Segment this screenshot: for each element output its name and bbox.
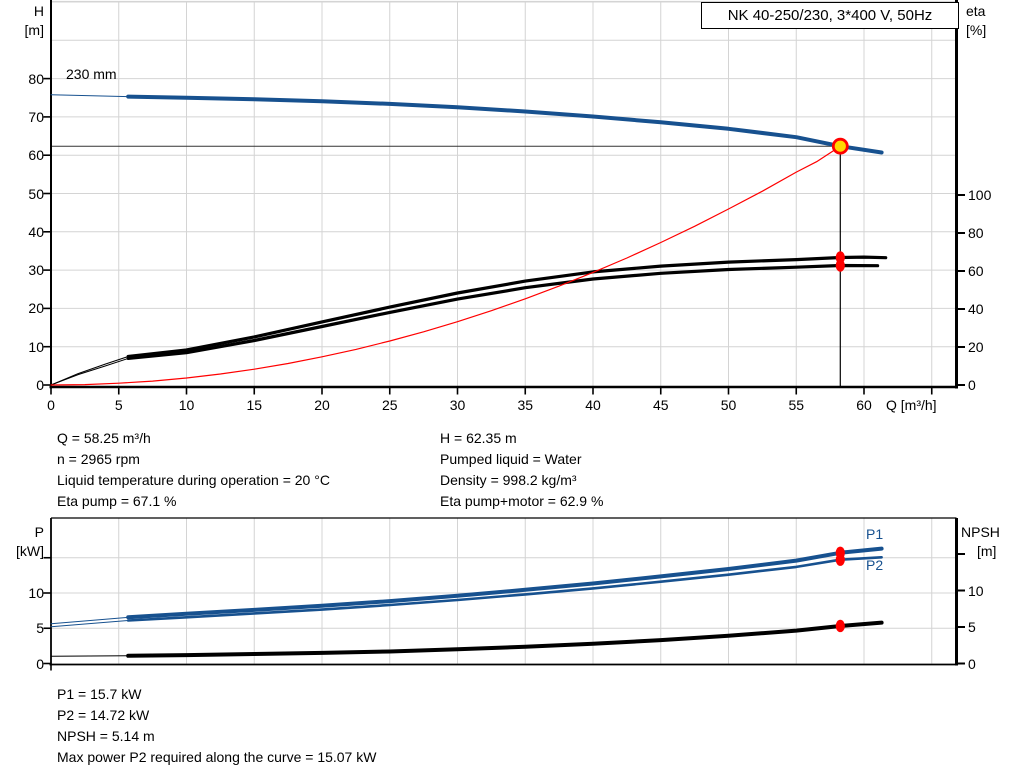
q-tick-label: 25 <box>381 397 398 413</box>
q-tick-label: 30 <box>449 397 466 413</box>
q-tick-label: 10 <box>178 397 195 413</box>
q-tick-label: 15 <box>246 397 263 413</box>
eta-axis-unit: [%] <box>966 22 987 38</box>
eta-tick-label: 100 <box>968 187 992 203</box>
q-tick-label: 40 <box>585 397 601 413</box>
eta-tick-label: 40 <box>968 301 984 317</box>
eta-tick-label: 0 <box>968 377 976 393</box>
q-tick-label: 0 <box>47 397 55 413</box>
eta-pump-motor-curve <box>126 263 880 360</box>
power-info-block: P1 = 15.7 kW P2 = 14.72 kW NPSH = 5.14 m… <box>57 684 376 768</box>
p1-lead <box>50 616 129 625</box>
p-axis-name: P <box>34 524 44 540</box>
p-tick-label: 0 <box>36 655 44 672</box>
npsh-tick-label: 10 <box>968 582 984 599</box>
npsh-axis-name: NPSH <box>961 524 1000 540</box>
h-tick-label: 30 <box>28 262 44 279</box>
h-tick-label: 70 <box>28 108 44 125</box>
duty-point[interactable] <box>831 137 849 155</box>
eta-tick-label: 80 <box>968 225 984 241</box>
pump-designation-box: NK 40-250/230, 3*400 V, 50Hz <box>701 2 959 29</box>
eta-tick-label: 60 <box>968 263 984 279</box>
eta-tick-label: 20 <box>968 339 984 355</box>
duty-info-left: Q = 58.25 m³/h n = 2965 rpm Liquid tempe… <box>57 428 330 512</box>
p2-curve <box>126 556 883 622</box>
h-tick-label: 60 <box>28 147 44 164</box>
p-tick-label: 5 <box>36 620 44 637</box>
info-p2: P2 = 14.72 kW <box>57 707 150 723</box>
info-flow: Q = 58.25 m³/h <box>57 430 151 446</box>
q-tick-label: 35 <box>517 397 534 413</box>
p2-point <box>835 553 845 566</box>
h-axis-name: H <box>33 3 44 19</box>
info-density: Density = 998.2 kg/m³ <box>440 472 577 488</box>
info-head: H = 62.35 m <box>440 430 517 446</box>
npsh-curve <box>126 620 884 658</box>
qh-230mm-curve <box>126 94 884 155</box>
p1-curve-label: P1 <box>866 526 884 542</box>
info-max-power: Max power P2 required along the curve = … <box>57 749 377 765</box>
info-p1: P1 = 15.7 kW <box>57 686 142 702</box>
p2-curve-label: P2 <box>866 557 884 573</box>
q-tick-label: 55 <box>788 397 805 413</box>
h-tick-label: 20 <box>28 300 44 317</box>
p2-lead <box>50 620 129 628</box>
pump-designation-text: NK 40-250/230, 3*400 V, 50Hz <box>727 7 933 24</box>
duty-info-right: H = 62.35 m Pumped liquid = Water Densit… <box>440 428 603 512</box>
info-eta-pump-motor: Eta pump+motor = 62.9 % <box>440 493 604 509</box>
h-tick-label: 80 <box>28 70 44 87</box>
h-tick-label: 40 <box>28 223 44 240</box>
h-axis-unit: [m] <box>24 22 44 38</box>
p-tick-label: 10 <box>28 585 44 601</box>
eta-axis-name: eta <box>966 3 986 19</box>
p-axis-unit: [kW] <box>16 543 44 559</box>
impeller-diameter-label: 230 mm <box>66 66 117 82</box>
p1-curve <box>126 546 884 620</box>
q-axis-label: Q [m³/h] <box>886 397 937 413</box>
npsh-axis-unit: [m] <box>977 543 997 559</box>
system-curve-curve <box>50 145 841 386</box>
h-tick-label: 10 <box>28 338 44 355</box>
info-pumped-liquid: Pumped liquid = Water <box>440 451 582 467</box>
q-tick-label: 45 <box>652 397 669 413</box>
q-tick-label: 20 <box>314 397 330 413</box>
info-eta-pump: Eta pump = 67.1 % <box>57 493 177 509</box>
eta-pump-motor-point <box>835 259 845 272</box>
eta-pump-curve <box>126 255 888 359</box>
npsh-tick-label: 5 <box>968 619 976 635</box>
info-speed: n = 2965 rpm <box>57 451 140 467</box>
npsh-point <box>835 619 845 633</box>
q-tick-label: 5 <box>114 397 123 413</box>
eta-pump-motor-lead <box>50 357 129 386</box>
info-npsh: NPSH = 5.14 m <box>57 728 155 744</box>
h-tick-label: 0 <box>36 377 44 393</box>
q-tick-label: 60 <box>856 397 872 413</box>
qh-230mm-lead <box>50 94 129 98</box>
h-tick-label: 50 <box>28 185 44 202</box>
info-liquid-temp: Liquid temperature during operation = 20… <box>57 472 330 488</box>
q-tick-label: 50 <box>720 397 737 413</box>
npsh-tick-label: 0 <box>968 655 976 672</box>
